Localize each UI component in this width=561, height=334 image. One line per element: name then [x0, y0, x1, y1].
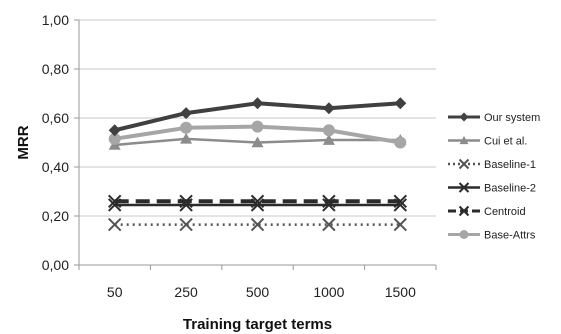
y-axis-title: MRR: [15, 125, 32, 159]
x-tick-label: 50: [107, 284, 123, 300]
series-base-attrs: [108, 120, 407, 149]
legend-item: Cui et al.: [448, 136, 527, 148]
legend-label: Cui et al.: [484, 136, 527, 148]
data-point: [108, 132, 121, 145]
y-tick-label: 0,40: [42, 159, 69, 175]
grid-lines: [79, 19, 436, 217]
x-tick-label: 1000: [313, 284, 344, 300]
legend-item: Centroid: [448, 205, 526, 218]
series-group: [107, 97, 408, 232]
legend-item: Our system: [448, 112, 540, 124]
data-point: [458, 205, 470, 217]
x-tick-label: 500: [246, 284, 270, 300]
series-centroid: [107, 194, 408, 209]
data-point: [459, 230, 469, 239]
legend: Our system Cui et al. Baseline-1 Baseline-2…: [448, 112, 540, 242]
y-tick-label: 0,20: [42, 208, 69, 224]
data-point: [393, 194, 408, 209]
legend-item: Baseline-1: [448, 158, 536, 171]
legend-label: Our system: [484, 112, 540, 124]
data-point: [459, 112, 469, 122]
legend-label: Baseline-2: [484, 183, 536, 195]
data-point: [180, 121, 193, 134]
y-tick-label: 1,00: [42, 12, 69, 28]
y-tick-label: 0,80: [42, 61, 69, 77]
y-tick-labels: 0,00 0,20 0,40 0,60 0,80 1,00: [42, 12, 69, 273]
data-point: [394, 97, 407, 110]
legend-label: Base-Attrs: [484, 230, 536, 242]
data-point: [322, 102, 335, 115]
data-point: [251, 120, 264, 133]
data-point: [459, 136, 469, 145]
legend-label: Centroid: [484, 206, 526, 218]
data-point: [251, 97, 264, 110]
data-point: [107, 217, 122, 232]
x-tick-label: 1500: [385, 284, 416, 300]
y-tick-label: 0,60: [42, 110, 69, 126]
legend-label: Baseline-1: [484, 159, 536, 171]
x-tick-label: 250: [174, 284, 198, 300]
legend-item: Base-Attrs: [448, 230, 536, 242]
data-point: [322, 124, 335, 137]
series-baseline-1: [107, 217, 408, 232]
y-tick-label: 0,00: [42, 257, 69, 273]
data-point: [322, 217, 336, 232]
data-point: [179, 217, 193, 232]
data-point: [251, 136, 264, 148]
legend-item: Baseline-2: [448, 182, 536, 195]
data-point: [393, 217, 408, 232]
data-point: [180, 132, 193, 144]
series-our-system: [108, 97, 407, 137]
data-point: [179, 194, 193, 209]
data-point: [322, 194, 336, 209]
data-point: [322, 134, 335, 145]
data-point: [108, 124, 121, 137]
data-point: [394, 136, 407, 149]
data-point: [250, 217, 265, 232]
x-axis-title: Training target terms: [183, 316, 332, 333]
data-point: [458, 158, 470, 170]
data-point: [180, 107, 193, 120]
data-point: [250, 194, 265, 209]
data-point: [107, 194, 122, 209]
x-tick-labels: 50 250 500 1000 1500: [107, 284, 416, 300]
axes: [74, 19, 437, 270]
data-point: [458, 182, 470, 193]
